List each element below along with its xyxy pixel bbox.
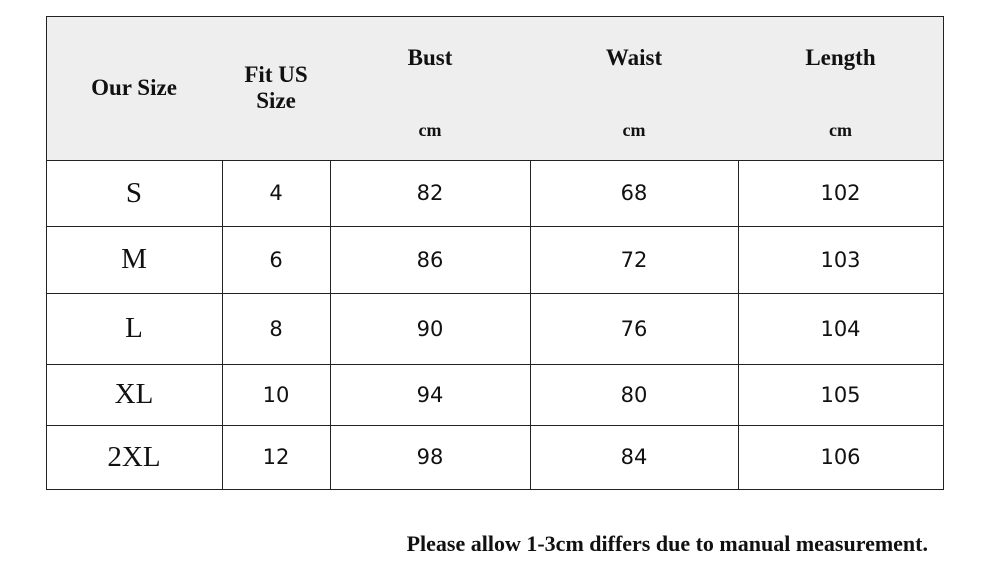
- measure-cell-text: 105: [820, 382, 861, 407]
- measure-cell: 4: [222, 160, 331, 227]
- measure-cell-text: 84: [620, 445, 648, 469]
- header-cell: Our Size: [46, 16, 223, 161]
- measure-cell: 84: [530, 425, 739, 490]
- header-cell: Waist: [530, 16, 739, 100]
- size-label: 2XL: [46, 425, 223, 490]
- measure-cell-text: 72: [620, 247, 648, 272]
- measure-cell: 94: [330, 364, 531, 426]
- measure-cell-text: 82: [416, 181, 444, 205]
- unit-cell: cm: [330, 99, 531, 161]
- header-cell-text: Fit US Size: [244, 62, 308, 113]
- measure-cell-text: 4: [269, 181, 283, 205]
- measure-cell: 82: [330, 160, 531, 227]
- header-cell-text: Our Size: [91, 75, 177, 100]
- measure-cell: 6: [222, 226, 331, 294]
- measure-cell: 8: [222, 293, 331, 365]
- header-cell: Length: [738, 16, 944, 100]
- size-label-text: 2XL: [107, 440, 161, 473]
- size-label-text: S: [125, 176, 143, 209]
- measure-cell-text: 103: [820, 247, 861, 272]
- header-cell: Bust: [330, 16, 531, 100]
- measure-cell: 102: [738, 160, 944, 227]
- measure-cell-text: 12: [262, 445, 290, 469]
- unit-cell-text: cm: [829, 119, 852, 140]
- header-cell: Fit US Size: [222, 16, 331, 161]
- unit-cell: cm: [738, 99, 944, 161]
- measure-cell: 86: [330, 226, 531, 294]
- measure-cell: 80: [530, 364, 739, 426]
- measure-cell-text: 102: [820, 181, 861, 205]
- header-cell-text: Waist: [605, 44, 663, 70]
- measure-cell-text: 104: [820, 316, 861, 341]
- size-label-text: XL: [114, 378, 154, 410]
- measure-cell-text: 6: [269, 247, 283, 272]
- measure-cell: 10: [222, 364, 331, 426]
- measure-cell-text: 10: [262, 382, 290, 407]
- measure-cell-text: 106: [820, 445, 861, 469]
- measure-cell: 68: [530, 160, 739, 227]
- measure-cell: 106: [738, 425, 944, 490]
- measure-cell-text: 86: [416, 247, 444, 272]
- size-label-text: M: [121, 243, 147, 275]
- measure-cell: 103: [738, 226, 944, 294]
- measure-cell: 12: [222, 425, 331, 490]
- measure-cell: 90: [330, 293, 531, 365]
- unit-cell-text: cm: [418, 119, 442, 140]
- size-label-text: L: [125, 312, 143, 344]
- size-label: XL: [46, 364, 223, 426]
- measure-cell-text: 68: [620, 181, 648, 205]
- measure-cell: 76: [530, 293, 739, 365]
- measure-cell-text: 80: [620, 382, 648, 407]
- measure-cell: 98: [330, 425, 531, 490]
- size-label: S: [46, 160, 223, 227]
- measure-cell-text: 76: [620, 316, 648, 341]
- measure-cell: 72: [530, 226, 739, 294]
- header-cell-text: Length: [805, 44, 876, 70]
- unit-cell-text: cm: [622, 119, 646, 140]
- header-cell-text: Bust: [407, 44, 453, 70]
- measure-cell: 105: [738, 364, 944, 426]
- measure-cell-text: 90: [416, 316, 444, 341]
- measurement-note: Please allow 1-3cm differs due to manual…: [406, 531, 928, 556]
- unit-cell: cm: [530, 99, 739, 161]
- measure-cell-text: 8: [269, 316, 283, 341]
- size-label: M: [46, 226, 223, 294]
- size-label: L: [46, 293, 223, 365]
- measure-cell-text: 94: [416, 382, 444, 407]
- measure-cell-text: 98: [416, 445, 444, 469]
- measure-cell: 104: [738, 293, 944, 365]
